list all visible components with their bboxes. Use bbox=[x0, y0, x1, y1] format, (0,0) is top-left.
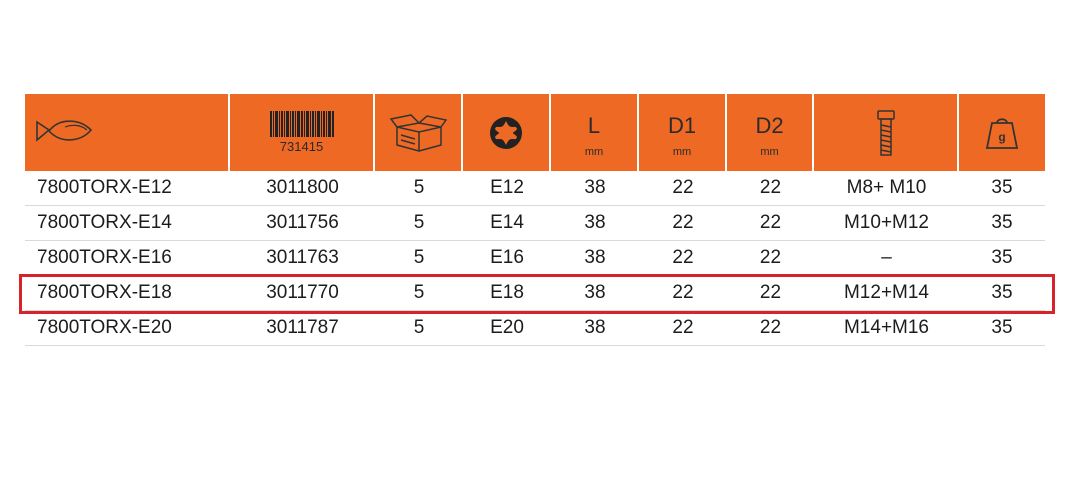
d2-cell: 22 bbox=[759, 317, 782, 338]
length-cell: 38 bbox=[584, 282, 606, 303]
torx-cell: E14 bbox=[490, 212, 524, 233]
header-torx bbox=[463, 94, 551, 171]
product-spec-table: 731415 L mm bbox=[25, 94, 1045, 346]
torx-cell: E16 bbox=[490, 247, 524, 268]
bolt-cell: M14+M16 bbox=[843, 317, 930, 338]
bolt-cell: – bbox=[881, 247, 892, 268]
fish-icon bbox=[36, 120, 93, 142]
bolt-cell: M12+M14 bbox=[843, 282, 930, 303]
table-row: 7800TORX-E16 3011763 5 E16 38 22 22 – 35 bbox=[25, 241, 1045, 276]
d2-cell: 22 bbox=[759, 247, 782, 268]
table-row: 7800TORX-E14 3011756 5 E14 38 22 22 M10+… bbox=[25, 206, 1045, 241]
length-cell: 38 bbox=[584, 212, 606, 233]
length-cell: 38 bbox=[584, 317, 606, 338]
header-d1: D1 mm bbox=[639, 94, 727, 171]
ean-cell: 3011770 bbox=[266, 282, 339, 303]
pack-cell: 5 bbox=[413, 212, 425, 233]
d1-cell: 22 bbox=[672, 317, 694, 338]
weight-cell: 35 bbox=[991, 177, 1013, 198]
pack-cell: 5 bbox=[413, 247, 425, 268]
model-cell: 7800TORX-E14 bbox=[37, 212, 172, 233]
d2-cell: 22 bbox=[759, 212, 782, 233]
header-d2: D2 mm bbox=[727, 94, 814, 171]
barcode-number: 731415 bbox=[279, 139, 324, 154]
d1-cell: 22 bbox=[672, 247, 694, 268]
table-header: 731415 L mm bbox=[25, 94, 1045, 171]
bolt-cell: M10+M12 bbox=[843, 212, 930, 233]
pack-cell: 5 bbox=[413, 317, 425, 338]
model-cell: 7800TORX-E20 bbox=[37, 317, 172, 338]
table-row-highlighted: 7800TORX-E18 3011770 5 E18 38 22 22 M12+… bbox=[25, 276, 1045, 311]
table-row: 7800TORX-E20 3011787 5 E20 38 22 22 M14+… bbox=[25, 311, 1045, 346]
d2-unit: mm bbox=[760, 145, 779, 158]
d1-cell: 22 bbox=[672, 212, 694, 233]
table-row: 7800TORX-E12 3011800 5 E12 38 22 22 M8+ … bbox=[25, 171, 1045, 206]
d1-cell: 22 bbox=[672, 282, 694, 303]
box-icon bbox=[389, 113, 447, 152]
d2-label: D2 bbox=[755, 112, 784, 138]
weight-cell: 35 bbox=[991, 247, 1013, 268]
header-bolt bbox=[814, 94, 959, 171]
d2-cell: 22 bbox=[759, 282, 782, 303]
length-unit: mm bbox=[584, 145, 604, 158]
model-cell: 7800TORX-E12 bbox=[37, 177, 172, 198]
length-cell: 38 bbox=[584, 177, 606, 198]
barcode-icon bbox=[269, 111, 334, 137]
header-pack bbox=[375, 94, 463, 171]
weight-cell: 35 bbox=[991, 282, 1013, 303]
header-ean: 731415 bbox=[230, 94, 375, 171]
ean-cell: 3011800 bbox=[266, 177, 339, 198]
pack-cell: 5 bbox=[413, 177, 425, 198]
torx-cell: E18 bbox=[490, 282, 524, 303]
bolt-cell: M8+ M10 bbox=[846, 177, 927, 198]
model-cell: 7800TORX-E16 bbox=[37, 247, 172, 268]
d1-unit: mm bbox=[672, 145, 692, 158]
bolt-icon bbox=[876, 109, 895, 156]
header-weight: g bbox=[959, 94, 1045, 171]
d2-cell: 22 bbox=[759, 177, 782, 198]
ean-cell: 3011756 bbox=[266, 212, 339, 233]
length-cell: 38 bbox=[584, 247, 606, 268]
d1-cell: 22 bbox=[672, 177, 694, 198]
model-cell: 7800TORX-E18 bbox=[37, 282, 172, 303]
table-body: 7800TORX-E12 3011800 5 E12 38 22 22 M8+ … bbox=[25, 171, 1045, 346]
torx-icon bbox=[490, 116, 522, 149]
weight-cell: 35 bbox=[991, 317, 1013, 338]
weight-label: g bbox=[998, 130, 1005, 144]
pack-cell: 5 bbox=[413, 282, 425, 303]
torx-cell: E12 bbox=[490, 177, 524, 198]
d1-label: D1 bbox=[667, 112, 697, 138]
weight-cell: 35 bbox=[991, 212, 1013, 233]
ean-cell: 3011763 bbox=[266, 247, 339, 268]
ean-cell: 3011787 bbox=[266, 317, 339, 338]
weight-icon: g bbox=[985, 117, 1019, 149]
header-product bbox=[25, 94, 230, 171]
length-label: L bbox=[587, 112, 601, 138]
torx-cell: E20 bbox=[490, 317, 524, 338]
header-length: L mm bbox=[551, 94, 639, 171]
